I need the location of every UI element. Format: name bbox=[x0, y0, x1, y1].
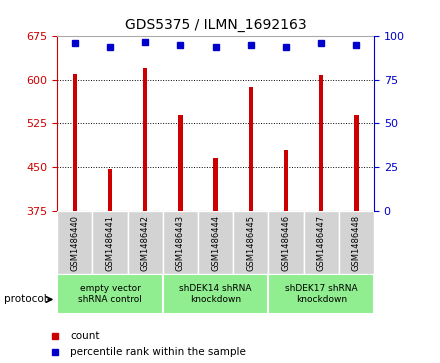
Bar bbox=[128, 211, 163, 274]
Text: GSM1486448: GSM1486448 bbox=[352, 215, 361, 271]
Bar bbox=[143, 68, 147, 211]
Bar bbox=[268, 211, 304, 274]
Text: count: count bbox=[70, 331, 100, 341]
Title: GDS5375 / ILMN_1692163: GDS5375 / ILMN_1692163 bbox=[125, 19, 306, 33]
Bar bbox=[319, 75, 323, 211]
Bar bbox=[354, 115, 359, 211]
Bar bbox=[92, 211, 128, 274]
Text: GSM1486446: GSM1486446 bbox=[282, 215, 290, 271]
Bar bbox=[178, 115, 183, 211]
Bar bbox=[57, 211, 92, 274]
Bar bbox=[73, 74, 77, 211]
Text: empty vector
shRNA control: empty vector shRNA control bbox=[78, 284, 142, 304]
Text: percentile rank within the sample: percentile rank within the sample bbox=[70, 347, 246, 357]
Bar bbox=[339, 211, 374, 274]
Bar bbox=[304, 211, 339, 274]
Bar bbox=[213, 158, 218, 211]
Text: GSM1486440: GSM1486440 bbox=[70, 215, 79, 271]
Bar bbox=[249, 87, 253, 211]
Bar bbox=[268, 274, 374, 314]
Text: GSM1486442: GSM1486442 bbox=[141, 215, 150, 271]
Text: GSM1486443: GSM1486443 bbox=[176, 215, 185, 271]
Bar bbox=[163, 274, 268, 314]
Bar bbox=[233, 211, 268, 274]
Text: GSM1486444: GSM1486444 bbox=[211, 215, 220, 271]
Text: GSM1486447: GSM1486447 bbox=[317, 215, 326, 271]
Bar bbox=[198, 211, 233, 274]
Text: protocol: protocol bbox=[4, 294, 47, 305]
Text: shDEK17 shRNA
knockdown: shDEK17 shRNA knockdown bbox=[285, 284, 358, 304]
Text: GSM1486441: GSM1486441 bbox=[106, 215, 114, 271]
Bar bbox=[163, 211, 198, 274]
Text: GSM1486445: GSM1486445 bbox=[246, 215, 255, 271]
Bar bbox=[57, 274, 163, 314]
Text: shDEK14 shRNA
knockdown: shDEK14 shRNA knockdown bbox=[180, 284, 252, 304]
Bar bbox=[108, 169, 112, 211]
Bar bbox=[284, 150, 288, 211]
